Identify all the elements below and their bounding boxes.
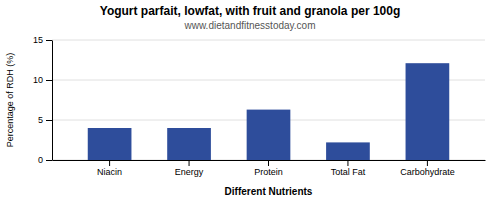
tick-label: Carbohydrate <box>400 167 455 177</box>
x-tick: Carbohydrate <box>400 160 455 177</box>
plot: 0 5 10 15 Niacin Energy Protein Total Fat Carboh… <box>33 35 486 177</box>
tick-label: Protein <box>254 167 283 177</box>
bar <box>88 128 132 160</box>
bar <box>167 128 211 160</box>
y-tick: 5 <box>38 115 52 125</box>
tick-label: Energy <box>175 167 204 177</box>
tick-label: Total Fat <box>331 167 366 177</box>
bar <box>326 142 370 160</box>
subtitle: www.dietandfitnesstoday.com <box>184 20 316 31</box>
tick-mark <box>46 160 52 161</box>
grid-line <box>52 40 485 41</box>
x-tick: Total Fat <box>331 160 366 177</box>
x-tick: Niacin <box>97 160 122 177</box>
tick-mark <box>46 120 52 121</box>
tick-mark <box>46 40 52 41</box>
bar <box>406 63 450 160</box>
y-axis-title: Percentage of RDH (%) <box>5 53 15 148</box>
tick-mark <box>268 160 269 166</box>
y-tick: 10 <box>33 75 52 85</box>
tick-mark <box>189 160 190 166</box>
x-axis-title: Different Nutrients <box>225 186 313 197</box>
tick-mark <box>109 160 110 166</box>
x-tick: Protein <box>254 160 283 177</box>
tick-mark <box>46 80 52 81</box>
axis-line <box>52 41 53 161</box>
bar <box>247 110 291 160</box>
y-tick: 0 <box>38 155 52 165</box>
tick-label: 0 <box>38 155 43 165</box>
title: Yogurt parfait, lowfat, with fruit and g… <box>100 4 400 18</box>
x-axis: Niacin Energy Protein Total Fat Carbohydrate <box>53 160 486 177</box>
tick-label: 5 <box>38 115 43 125</box>
tick-mark <box>427 160 428 166</box>
grid <box>52 40 485 160</box>
y-axis: 0 5 10 15 <box>33 35 53 165</box>
tick-label: Niacin <box>97 167 122 177</box>
tick-label: 10 <box>33 75 43 85</box>
x-tick: Energy <box>175 160 204 177</box>
y-tick: 15 <box>33 35 52 45</box>
tick-label: 15 <box>33 35 43 45</box>
chart: Yogurt parfait, lowfat, with fruit and g… <box>0 0 500 200</box>
tick-mark <box>347 160 348 166</box>
bars <box>88 63 449 160</box>
